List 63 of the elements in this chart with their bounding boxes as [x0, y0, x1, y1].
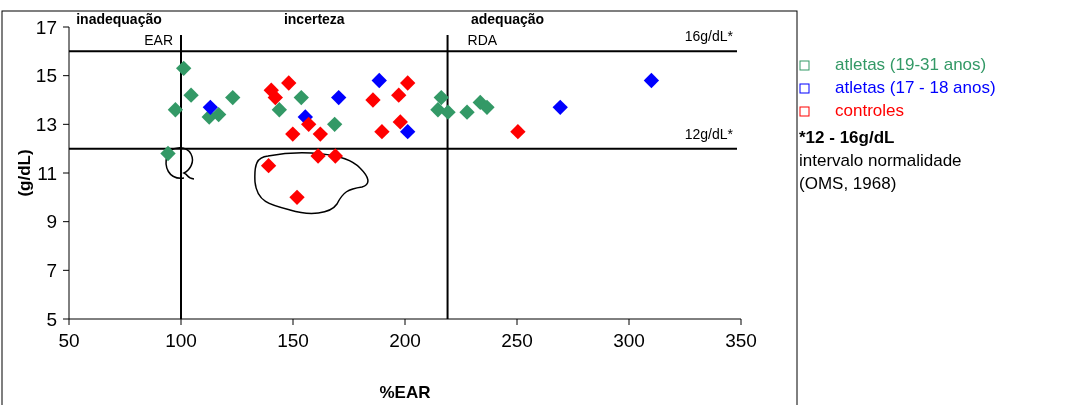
point: [643, 72, 660, 89]
point: [371, 72, 387, 89]
y-tick-label: 5: [46, 308, 57, 330]
point: [479, 99, 495, 115]
point: [202, 99, 219, 115]
x-tick-label: 350: [725, 330, 757, 351]
point: [176, 60, 192, 77]
text: adequação: [470, 11, 545, 27]
point: [160, 145, 176, 162]
point: [310, 148, 326, 164]
point: [400, 123, 416, 140]
x-tick-label: 100: [165, 330, 197, 351]
x-tick-label: 200: [389, 330, 421, 351]
text: (OMS, 1968): [799, 174, 897, 193]
x-tick-label: 150: [277, 330, 309, 351]
point: [331, 89, 347, 106]
point: [271, 102, 288, 118]
y-tick-label: 7: [46, 259, 57, 281]
point: [326, 116, 343, 132]
ref-line-label: 16g/dL*: [684, 28, 734, 45]
point: [289, 189, 305, 205]
point: [552, 99, 568, 115]
text: incerteza: [283, 11, 345, 27]
x-tick-label: 50: [58, 330, 80, 351]
point: [391, 87, 407, 103]
point: [312, 126, 328, 142]
point: [267, 89, 283, 106]
point: [225, 89, 241, 106]
legend-label: atletas (17 - 18 anos): [835, 78, 996, 97]
x-tick-label: 250: [501, 330, 533, 351]
y-axis-title: (g/dL): [15, 149, 34, 197]
y-tick-label: 15: [35, 65, 57, 87]
y-tick-label: 11: [37, 162, 57, 184]
legend-label: atletas (19-31 anos): [835, 55, 987, 74]
point: [433, 89, 449, 106]
text: inadequação: [76, 11, 162, 27]
point: [374, 123, 390, 140]
point: [459, 104, 475, 120]
text: intervalo normalidade: [799, 151, 962, 170]
point: [440, 104, 456, 120]
point: [285, 126, 301, 142]
point: [510, 123, 526, 140]
text: *12 - 16g/dL: [799, 128, 895, 147]
ref-line-label: EAR: [144, 32, 173, 48]
point: [167, 102, 184, 118]
x-axis-title: %EAR: [379, 383, 431, 402]
point: [301, 116, 317, 132]
ref-line-label: RDA: [467, 32, 498, 48]
y-tick-label: 17: [35, 16, 57, 38]
x-tick-label: 300: [613, 330, 645, 351]
point: [183, 87, 199, 103]
point: [392, 114, 408, 130]
point: [260, 158, 277, 174]
legend-label: controles: [835, 101, 904, 120]
y-tick-label: 13: [35, 113, 57, 135]
point: [430, 102, 446, 118]
ref-line-label: 12g/dL*: [684, 125, 734, 142]
point: [281, 75, 297, 91]
y-tick-label: 9: [46, 211, 57, 233]
point: [293, 89, 309, 106]
point: [365, 92, 381, 108]
point: [400, 75, 416, 91]
point: [327, 148, 344, 164]
